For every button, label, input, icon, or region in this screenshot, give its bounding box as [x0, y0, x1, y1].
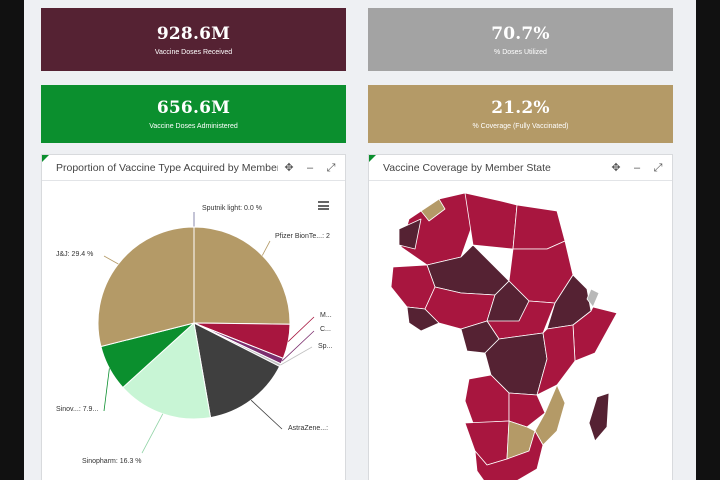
kpi-coverage: 21.2% % Coverage (Fully Vaccinated): [368, 85, 673, 143]
pie-connector: [261, 240, 271, 256]
coverage-map-panel: Vaccine Coverage by Member State ✥ – ⤢: [368, 154, 673, 480]
map-region-south-africa: [474, 430, 544, 480]
panel-title: Vaccine Coverage by Member State: [383, 161, 551, 174]
map-region-morocco: [420, 198, 446, 222]
pie-label: Sinov...: 7.9...: [56, 406, 98, 413]
vaccine-type-panel: Proportion of Vaccine Type Acquired by M…: [41, 154, 346, 480]
pie-connector: [250, 399, 283, 430]
map-region-west-coast-south: [406, 306, 440, 332]
panel-corner-marker: [369, 155, 376, 162]
panel-title: Proportion of Vaccine Type Acquired by M…: [56, 161, 278, 174]
pie-connector: [103, 255, 119, 265]
map-region-madagascar: [588, 392, 610, 442]
map-region-northwest: [400, 192, 474, 266]
kpi-doses-received: 928.6M Vaccine Doses Received: [41, 8, 346, 71]
kpi-value: 70.7%: [491, 23, 550, 44]
panel-tools: ✥ – ⤢: [283, 161, 337, 175]
kpi-label: % Coverage (Fully Vaccinated): [472, 123, 569, 130]
move-icon[interactable]: ✥: [611, 162, 621, 174]
panel-tools: ✥ – ⤢: [610, 161, 664, 175]
dashboard-screen: 928.6M Vaccine Doses Received 70.7% % Do…: [24, 0, 696, 480]
kpi-value: 928.6M: [156, 23, 231, 44]
pie-slice[interactable]: [193, 322, 281, 419]
pie-slice[interactable]: [122, 322, 212, 420]
kpi-label: Vaccine Doses Received: [154, 48, 233, 56]
kpi-label: % Doses Utilized: [494, 48, 547, 56]
pie-connector: [287, 316, 315, 342]
kpi-value: 656.6M: [156, 98, 231, 118]
panel-header: Vaccine Coverage by Member State ✥ – ⤢: [369, 155, 672, 181]
pie-connector: [141, 413, 164, 454]
map-region-egypt: [512, 204, 566, 250]
pie-label: J&J: 29.4 %: [56, 251, 93, 258]
expand-icon[interactable]: ⤢: [653, 162, 663, 174]
expand-icon[interactable]: ⤢: [326, 162, 336, 174]
minimize-icon[interactable]: –: [306, 162, 314, 174]
panel-header: Proportion of Vaccine Type Acquired by M…: [42, 155, 345, 181]
panel-corner-marker: [42, 155, 49, 162]
pie-connector: [280, 346, 313, 366]
map-region-zambia: [508, 392, 546, 428]
pie-label: AstraZene...:: [288, 425, 328, 432]
map-region-namibia: [464, 420, 510, 466]
pie-connector: [103, 368, 110, 412]
kpi-value: 21.2%: [491, 98, 550, 118]
kpi-doses-administered: 656.6M Vaccine Doses Administered: [41, 85, 346, 143]
map-region-libya: [464, 192, 518, 250]
map-region-west-sahara: [398, 218, 422, 250]
kpi-doses-utilized: 70.7% % Doses Utilized: [368, 8, 673, 71]
map-region-east-africa: [536, 324, 576, 396]
africa-map: [390, 192, 618, 480]
pie-label: Sinopharm: 16.3 %: [82, 458, 142, 465]
chart-menu-icon[interactable]: [318, 201, 329, 210]
pie-slice[interactable]: [193, 226, 291, 325]
pie-label: C...: [320, 326, 331, 333]
pie-label: Sp...: [318, 343, 332, 350]
pie-chart: Sputnik light: 0.0 % Pfizer BionTe...: 2 M…: [56, 205, 332, 465]
pie-label: Sputnik light: 0.0 %: [202, 205, 262, 212]
move-icon[interactable]: ✥: [284, 162, 294, 174]
kpi-label: Vaccine Doses Administered: [149, 123, 238, 130]
pie-connector: [281, 330, 315, 362]
minimize-icon[interactable]: –: [633, 162, 641, 174]
pie-label: Pfizer BionTe...: 2: [275, 233, 330, 240]
pie-label: M...: [320, 312, 332, 319]
